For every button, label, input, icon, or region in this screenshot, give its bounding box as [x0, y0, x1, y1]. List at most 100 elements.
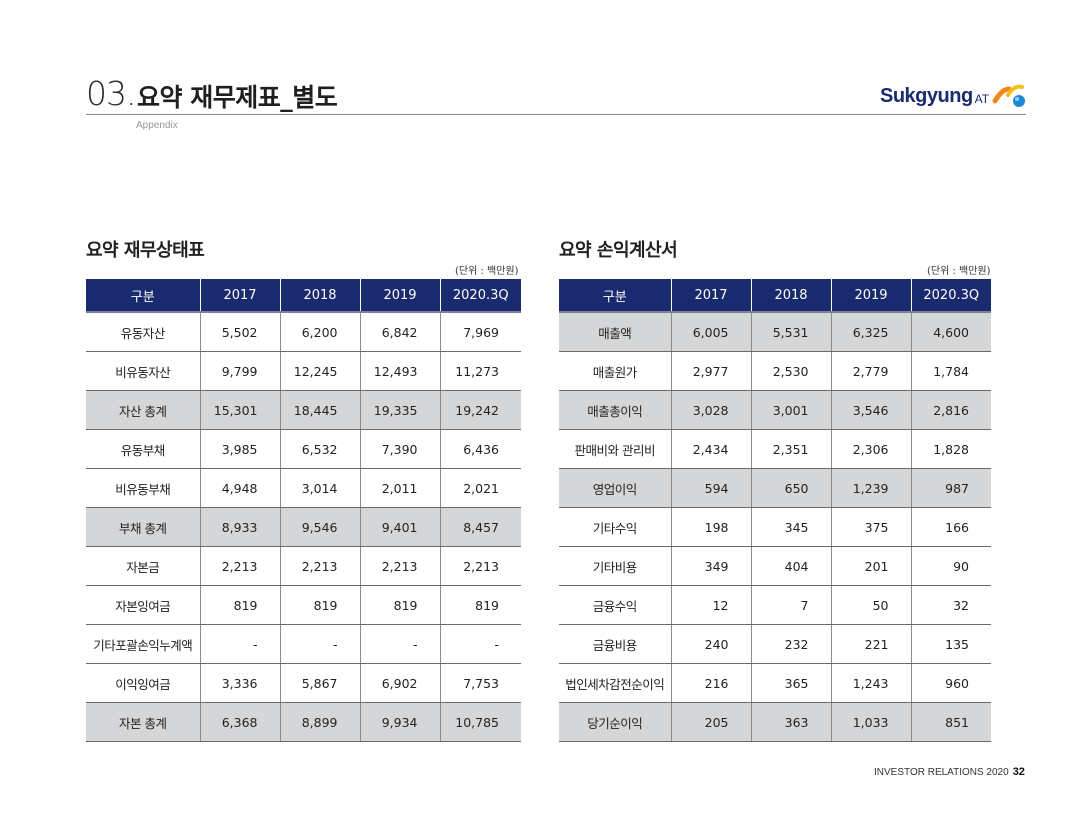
table-cell: 3,985	[199, 429, 280, 469]
table-cell: 12,245	[279, 351, 360, 391]
table-cell: 4,600	[910, 312, 991, 352]
table-row: 매출총이익 3,028 3,001 3,546 2,816	[559, 390, 991, 430]
table-cell: 2,011	[359, 468, 440, 508]
row-label: 금융비용	[559, 624, 671, 664]
row-label: 매출액	[559, 312, 671, 352]
table-cell: 5,531	[750, 312, 831, 352]
table-row: 비유동부채 4,948 3,014 2,011 2,021	[86, 468, 521, 508]
table-cell: -	[439, 624, 521, 664]
table-cell: 6,842	[359, 312, 440, 352]
row-label: 유동자산	[86, 312, 200, 352]
balance-sheet-title: 요약 재무상태표	[86, 240, 205, 261]
table-header-row: 구분 2017 2018 2019 2020.3Q	[86, 279, 521, 313]
header-divider	[86, 114, 1026, 115]
table-cell: 8,899	[279, 702, 360, 742]
table-cell: 851	[910, 702, 991, 742]
table-row: 부채 총계 8,933 9,546 9,401 8,457	[86, 507, 521, 547]
table-cell: 205	[670, 702, 751, 742]
table-cell: 1,828	[910, 429, 991, 469]
table-cell: 5,867	[279, 663, 360, 703]
table-cell: 8,457	[439, 507, 521, 547]
table-cell: 2,977	[670, 351, 751, 391]
table-row: 기타비용 349 404 201 90	[559, 546, 991, 586]
table-cell: 1,784	[910, 351, 991, 391]
table-cell: 2,530	[750, 351, 831, 391]
table-cell: -	[279, 624, 360, 664]
table-row: 자본금 2,213 2,213 2,213 2,213	[86, 546, 521, 586]
table-cell: 18,445	[279, 390, 360, 430]
table-cell: 819	[359, 585, 440, 625]
table-cell: 12,493	[359, 351, 440, 391]
row-label: 부채 총계	[86, 507, 200, 547]
table-cell: 7,753	[439, 663, 521, 703]
table-cell: 6,005	[670, 312, 751, 352]
table-cell: 7,969	[439, 312, 521, 352]
table-cell: 6,200	[279, 312, 360, 352]
table-cell: 12	[670, 585, 751, 625]
table-cell: 987	[910, 468, 991, 508]
table-cell: 15,301	[199, 390, 280, 430]
table-cell: 650	[750, 468, 831, 508]
table-row: 매출액 6,005 5,531 6,325 4,600	[559, 312, 991, 352]
logo-text: Sukgyung	[880, 84, 973, 107]
row-label: 법인세차감전순이익	[559, 663, 671, 703]
column-header: 구분	[559, 279, 671, 313]
page-title: 요약 재무제표_별도	[137, 83, 338, 112]
table-row: 자본 총계 6,368 8,899 9,934 10,785	[86, 702, 521, 742]
row-label: 자산 총계	[86, 390, 200, 430]
table-cell: 5,502	[199, 312, 280, 352]
table-cell: 3,028	[670, 390, 751, 430]
table-cell: 6,436	[439, 429, 521, 469]
table-cell: 349	[670, 546, 751, 586]
row-label: 비유동부채	[86, 468, 200, 508]
row-label: 당기순이익	[559, 702, 671, 742]
section-number: 03.	[86, 74, 136, 113]
table-cell: 198	[670, 507, 751, 547]
table-row: 기타포괄손익누계액 - - - -	[86, 624, 521, 664]
table-cell: 3,336	[199, 663, 280, 703]
row-label: 자본금	[86, 546, 200, 586]
table-cell: 6,532	[279, 429, 360, 469]
table-cell: 6,325	[830, 312, 911, 352]
table-cell: 4,948	[199, 468, 280, 508]
row-label: 이익잉여금	[86, 663, 200, 703]
income-statement-title: 요약 손익계산서	[559, 240, 678, 261]
table-row: 법인세차감전순이익 216 365 1,243 960	[559, 663, 991, 703]
row-label: 기타포괄손익누계액	[86, 624, 200, 664]
row-label: 비유동자산	[86, 351, 200, 391]
row-label: 영업이익	[559, 468, 671, 508]
column-header: 구분	[86, 279, 200, 313]
column-header: 2018	[750, 279, 831, 313]
table-row: 영업이익 594 650 1,239 987	[559, 468, 991, 508]
logo-suffix: AT	[974, 92, 990, 106]
table-cell: 3,546	[830, 390, 911, 430]
table-cell: -	[199, 624, 280, 664]
table-row: 유동부채 3,985 6,532 7,390 6,436	[86, 429, 521, 469]
table-cell: 9,799	[199, 351, 280, 391]
table-cell: 240	[670, 624, 751, 664]
column-header: 2017	[199, 279, 280, 313]
table-cell: 3,001	[750, 390, 831, 430]
row-label: 자본잉여금	[86, 585, 200, 625]
table-cell: 216	[670, 663, 751, 703]
page-footer: INVESTOR RELATIONS 2020 32	[874, 766, 1025, 778]
table-cell: 8,933	[199, 507, 280, 547]
table-cell: 6,368	[199, 702, 280, 742]
table-row: 비유동자산 9,799 12,245 12,493 11,273	[86, 351, 521, 391]
table-cell: 11,273	[439, 351, 521, 391]
company-logo: Sukgyung AT	[880, 82, 1026, 110]
table-cell: 32	[910, 585, 991, 625]
table-cell: 2,021	[439, 468, 521, 508]
table-row: 매출원가 2,977 2,530 2,779 1,784	[559, 351, 991, 391]
row-label: 기타비용	[559, 546, 671, 586]
table-cell: 90	[910, 546, 991, 586]
table-cell: 1,033	[830, 702, 911, 742]
column-header: 2019	[830, 279, 911, 313]
table-cell: 1,243	[830, 663, 911, 703]
page-number: 32	[1012, 766, 1025, 778]
balance-sheet-unit: (단위 : 백만원)	[455, 266, 519, 277]
table-cell: 221	[830, 624, 911, 664]
table-cell: 345	[750, 507, 831, 547]
table-cell: 2,213	[199, 546, 280, 586]
row-label: 기타수익	[559, 507, 671, 547]
